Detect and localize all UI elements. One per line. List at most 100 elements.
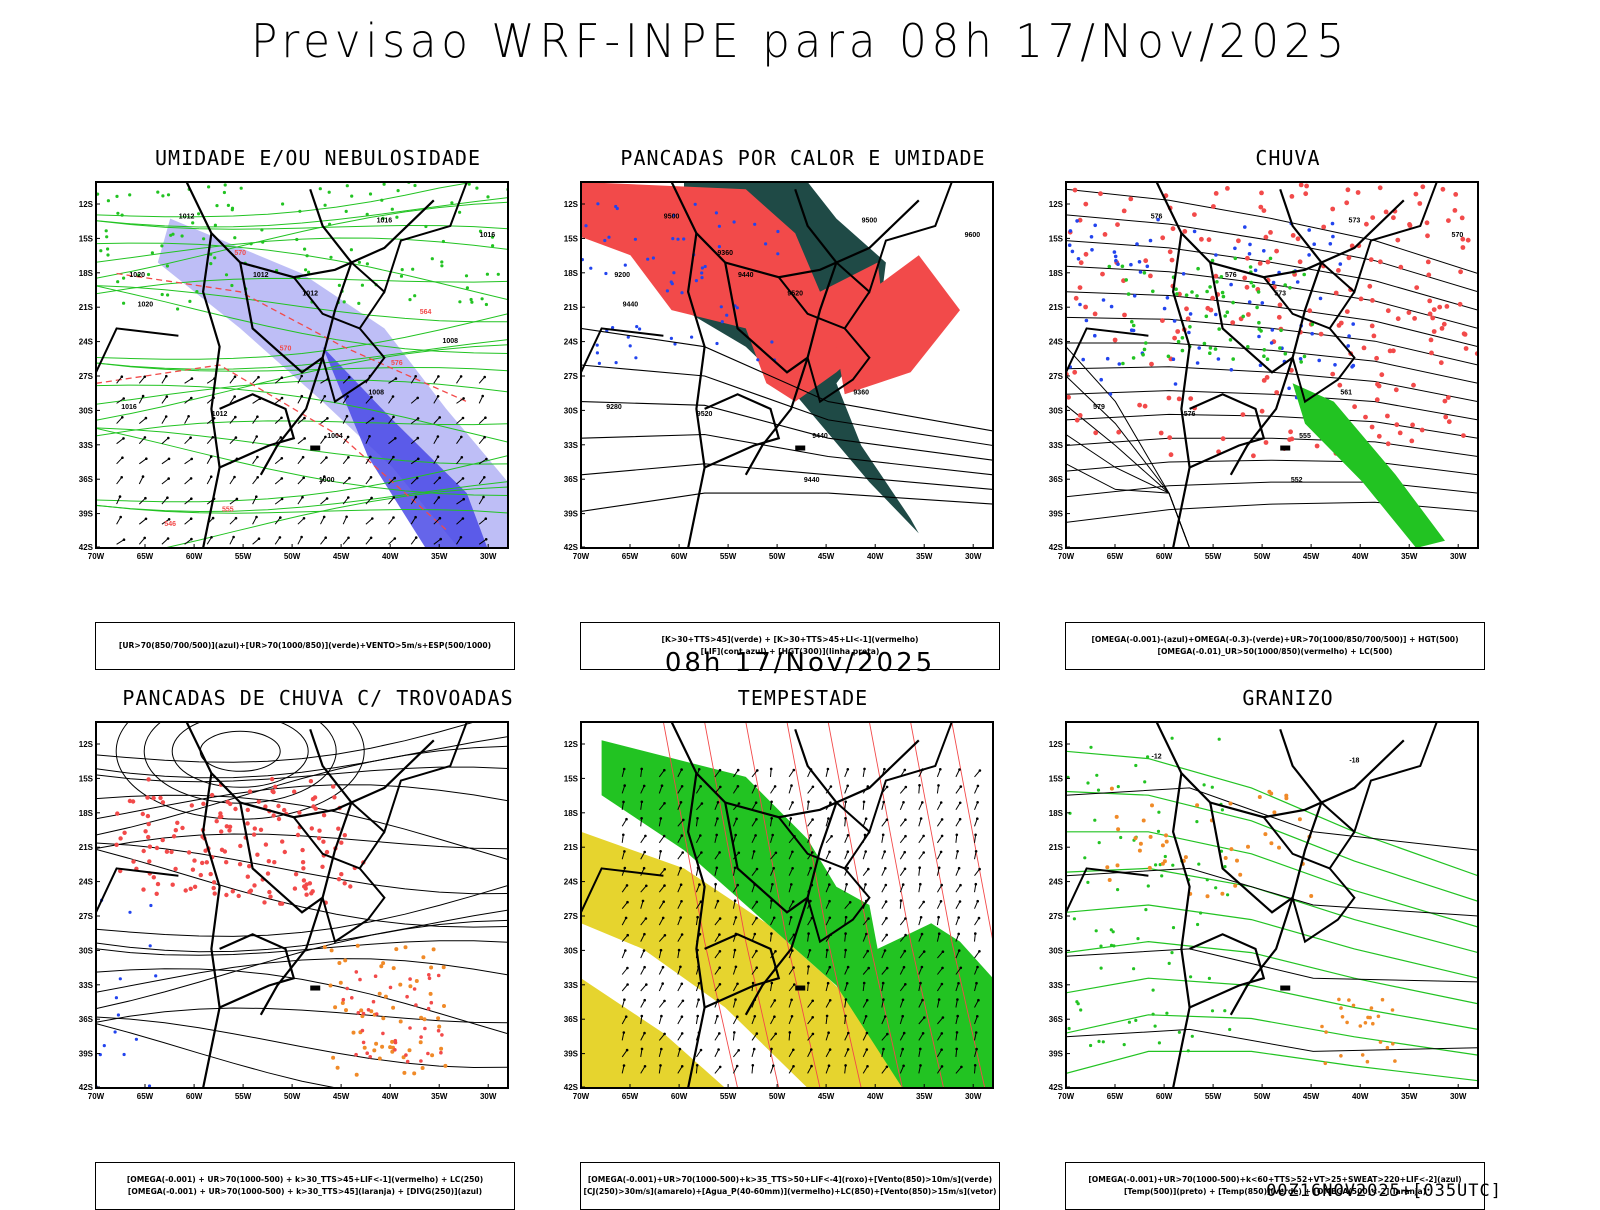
wind-vector-head: [280, 477, 284, 480]
longitude-label: 70W: [573, 1092, 590, 1101]
humidity-speckle: [303, 247, 307, 251]
humidity-speckle: [344, 209, 348, 213]
wind-vector: [899, 1048, 904, 1058]
wind-vector-head: [923, 1016, 926, 1019]
wind-vector: [751, 819, 757, 827]
rain-region: [1363, 414, 1368, 420]
contour-value-label: 9440: [812, 433, 828, 440]
longitude-label: 35W: [1401, 552, 1418, 561]
rain-region: [1379, 372, 1385, 378]
wind-vector: [955, 802, 961, 811]
thunder-shower-region: [158, 795, 163, 801]
thunder-shower-region: [267, 889, 272, 895]
wind-vector-head: [865, 1048, 869, 1051]
shower-region: [351, 1030, 356, 1035]
contour-value-label: 1016: [480, 232, 496, 239]
wind-vector: [974, 770, 981, 778]
wind-vector-head: [681, 999, 685, 1003]
wind-vector: [138, 395, 144, 404]
wind-vector: [825, 1065, 830, 1074]
wind-vector: [116, 516, 122, 525]
strong-omega-region: [1204, 314, 1209, 319]
wind-vector-head: [811, 851, 814, 854]
wind-vector-head: [624, 1015, 628, 1018]
wind-vector-head: [234, 436, 238, 439]
lifted-index-contour: [614, 204, 618, 209]
contour-value-label: 9440: [804, 477, 820, 484]
wind-vector: [936, 917, 940, 926]
shower-region: [390, 1049, 395, 1054]
wind-vector-head: [885, 785, 889, 789]
wind-vector: [714, 852, 721, 860]
wind-vector: [732, 884, 739, 893]
shower-region: [359, 1008, 364, 1013]
latitude-label: 27S: [1049, 372, 1064, 381]
lake-marker: [795, 985, 806, 991]
height-contour: [1066, 240, 1478, 311]
shower-region: [374, 1041, 379, 1046]
wind-vector: [433, 436, 439, 444]
temperature-speckle: [1157, 810, 1161, 814]
thunder-shower-region: [388, 985, 393, 990]
longitude-label: 55W: [1205, 552, 1222, 561]
omega-region: [1214, 312, 1218, 317]
latitude-label: 39S: [564, 510, 579, 519]
country-border: [201, 773, 221, 1088]
rain-region: [1261, 378, 1267, 383]
wind-vector: [918, 966, 923, 975]
omega-500-region: [1385, 1045, 1390, 1050]
humidity-speckle: [281, 202, 285, 206]
rain-region: [1264, 375, 1270, 380]
thunder-shower-region: [404, 1053, 408, 1057]
wind-vector-head: [461, 416, 465, 420]
wind-vector: [825, 983, 829, 992]
wind-vector-head: [436, 455, 440, 459]
wind-vector-head: [641, 899, 645, 903]
wind-vector-head: [699, 785, 702, 788]
wind-vector: [825, 818, 829, 827]
wind-vector-head: [659, 1064, 662, 1067]
omega-region: [1214, 253, 1218, 257]
thunder-shower-region: [262, 900, 267, 905]
strong-omega-region: [1225, 310, 1230, 314]
longitude-label: 40W: [1352, 1092, 1369, 1101]
omega-region: [1328, 242, 1333, 246]
streamline: [96, 766, 508, 783]
wind-vector: [825, 917, 831, 926]
wind-vector-head: [941, 1016, 945, 1019]
state-border: [835, 722, 953, 834]
rain-region: [1074, 417, 1080, 423]
wind-vector-head: [882, 800, 885, 804]
latitude-label: 24S: [1049, 338, 1064, 347]
contour-value-label: 561: [1340, 389, 1352, 396]
wind-vector-head: [189, 477, 193, 480]
wind-vector: [695, 867, 699, 876]
wind-vector: [974, 1065, 976, 1074]
longitude-label: 70W: [1058, 1092, 1075, 1101]
wind-vector: [658, 950, 662, 959]
wind-vector: [695, 818, 698, 827]
state-border: [293, 816, 386, 870]
strong-omega-region: [1220, 290, 1225, 295]
wind-vector: [807, 982, 809, 992]
temperature-speckle: [1157, 1041, 1161, 1045]
thunder-shower-region: [354, 970, 359, 974]
rain-region: [1149, 361, 1154, 367]
wind-vector-head: [883, 949, 887, 952]
wind-vector: [297, 536, 303, 545]
wind-vector-head: [844, 817, 847, 820]
temperature-speckle: [1210, 1009, 1215, 1013]
humidity-speckle: [224, 273, 229, 277]
thunder-shower-region: [426, 1051, 430, 1056]
rain-region: [1287, 437, 1292, 442]
wind-vector-head: [754, 784, 757, 788]
wind-vector: [770, 1048, 772, 1057]
wind-vector: [770, 917, 775, 926]
omega-region: [1162, 306, 1167, 311]
omega-region: [1181, 272, 1186, 276]
wind-vector-head: [828, 999, 832, 1002]
omega-500-region: [1235, 858, 1239, 863]
wind-vector: [788, 984, 795, 992]
wind-vector: [974, 966, 978, 975]
wind-vector: [862, 933, 867, 942]
